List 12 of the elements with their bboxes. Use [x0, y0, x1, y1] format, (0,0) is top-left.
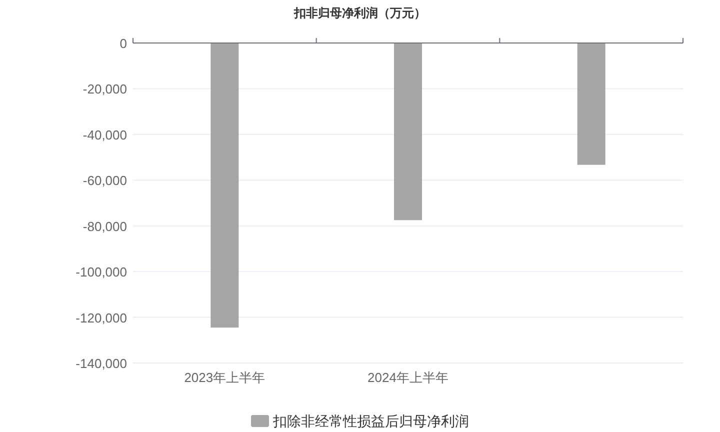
y-tick-label: -140,000	[76, 356, 127, 371]
legend-label: 扣除非经常性损益后归母净利润	[272, 413, 469, 429]
y-tick-label: -20,000	[82, 82, 127, 97]
y-tick-label: -40,000	[82, 127, 127, 142]
x-tick-label: 2023年上半年	[184, 370, 266, 385]
x-tick-label: 2024年上半年	[368, 370, 448, 385]
chart-title: 扣非归母净利润（万元）	[293, 6, 426, 20]
y-tick-label: -60,000	[82, 173, 127, 188]
y-tick-label: -120,000	[76, 310, 127, 326]
y-tick-label: 0	[120, 36, 127, 51]
y-tick-label: -80,000	[82, 218, 127, 234]
y-tick-label: -100,000	[76, 264, 127, 280]
